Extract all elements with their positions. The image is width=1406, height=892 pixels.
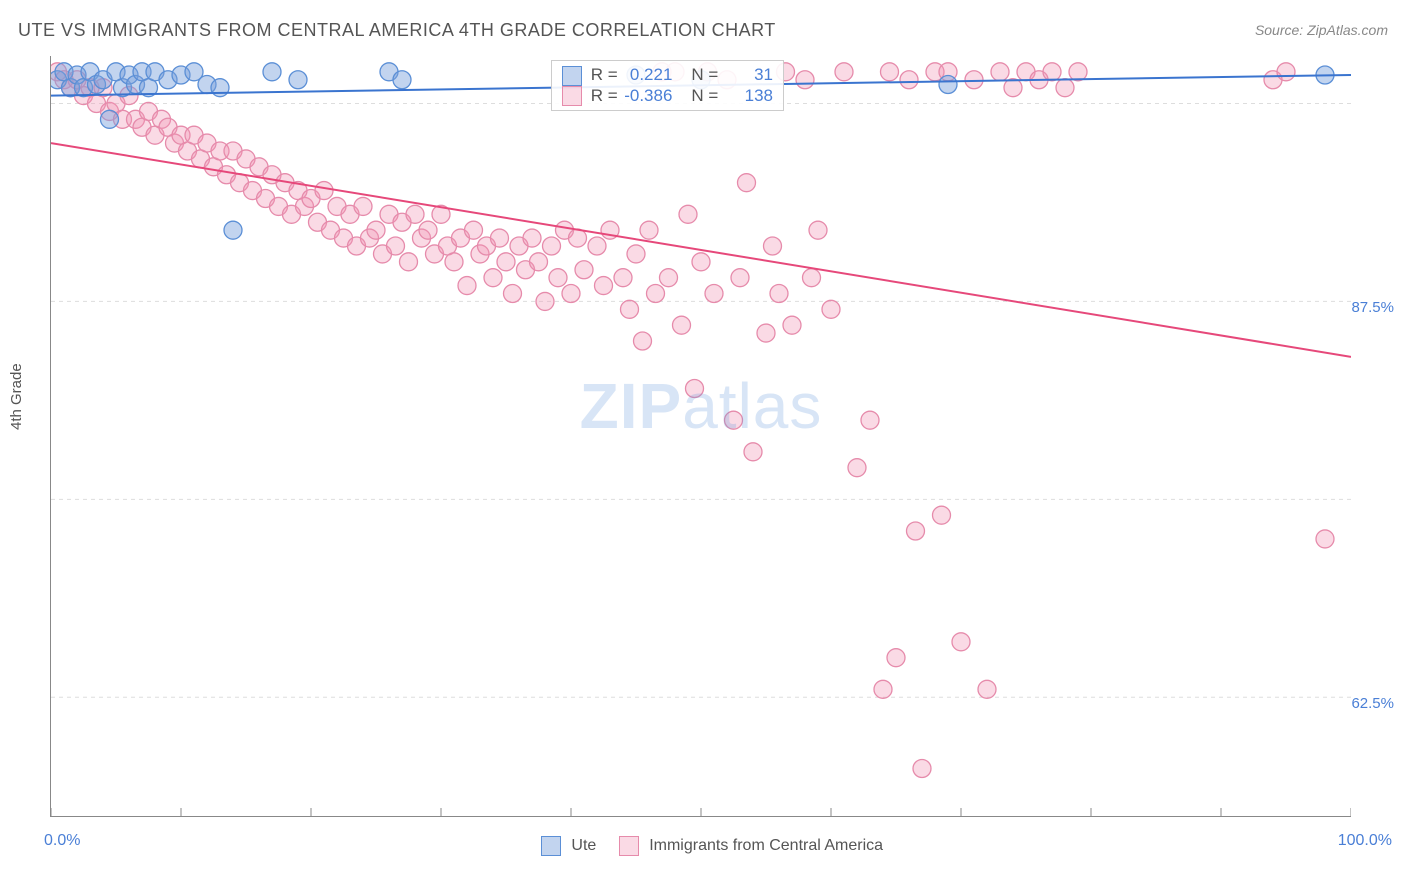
y-tick-label: 62.5%	[1351, 695, 1394, 712]
source-attribution: Source: ZipAtlas.com	[1255, 22, 1388, 38]
legend-immigrants-label: Immigrants from Central America	[649, 837, 883, 854]
n-label: N =	[691, 86, 718, 105]
legend-ute-swatch-icon	[541, 836, 561, 856]
immigrants-r-value: -0.386	[622, 86, 672, 106]
legend-ute-label: Ute	[571, 837, 596, 854]
r-label: R =	[591, 65, 618, 84]
stats-row-ute: R = 0.221 N = 31	[562, 65, 773, 86]
immigrants-swatch-icon	[562, 86, 582, 106]
correlation-stats-box: R = 0.221 N = 31 R = -0.386 N = 138	[551, 60, 784, 111]
ute-n-value: 31	[723, 65, 773, 85]
chart-title: UTE VS IMMIGRANTS FROM CENTRAL AMERICA 4…	[18, 20, 776, 41]
y-tick-label: 87.5%	[1351, 299, 1394, 316]
ute-swatch-icon	[562, 66, 582, 86]
immigrants-n-value: 138	[723, 86, 773, 106]
ute-r-value: 0.221	[622, 65, 672, 85]
r-label: R =	[591, 86, 618, 105]
stats-row-immigrants: R = -0.386 N = 138	[562, 86, 773, 107]
chart-svg	[51, 56, 1351, 816]
legend-immigrants-swatch-icon	[619, 836, 639, 856]
y-axis-label: 4th Grade	[8, 363, 25, 430]
n-label: N =	[691, 65, 718, 84]
legend: Ute Immigrants from Central America	[0, 836, 1406, 856]
chart-plot-area: ZIPatlas R = 0.221 N = 31 R = -0.386 N =…	[50, 56, 1351, 817]
